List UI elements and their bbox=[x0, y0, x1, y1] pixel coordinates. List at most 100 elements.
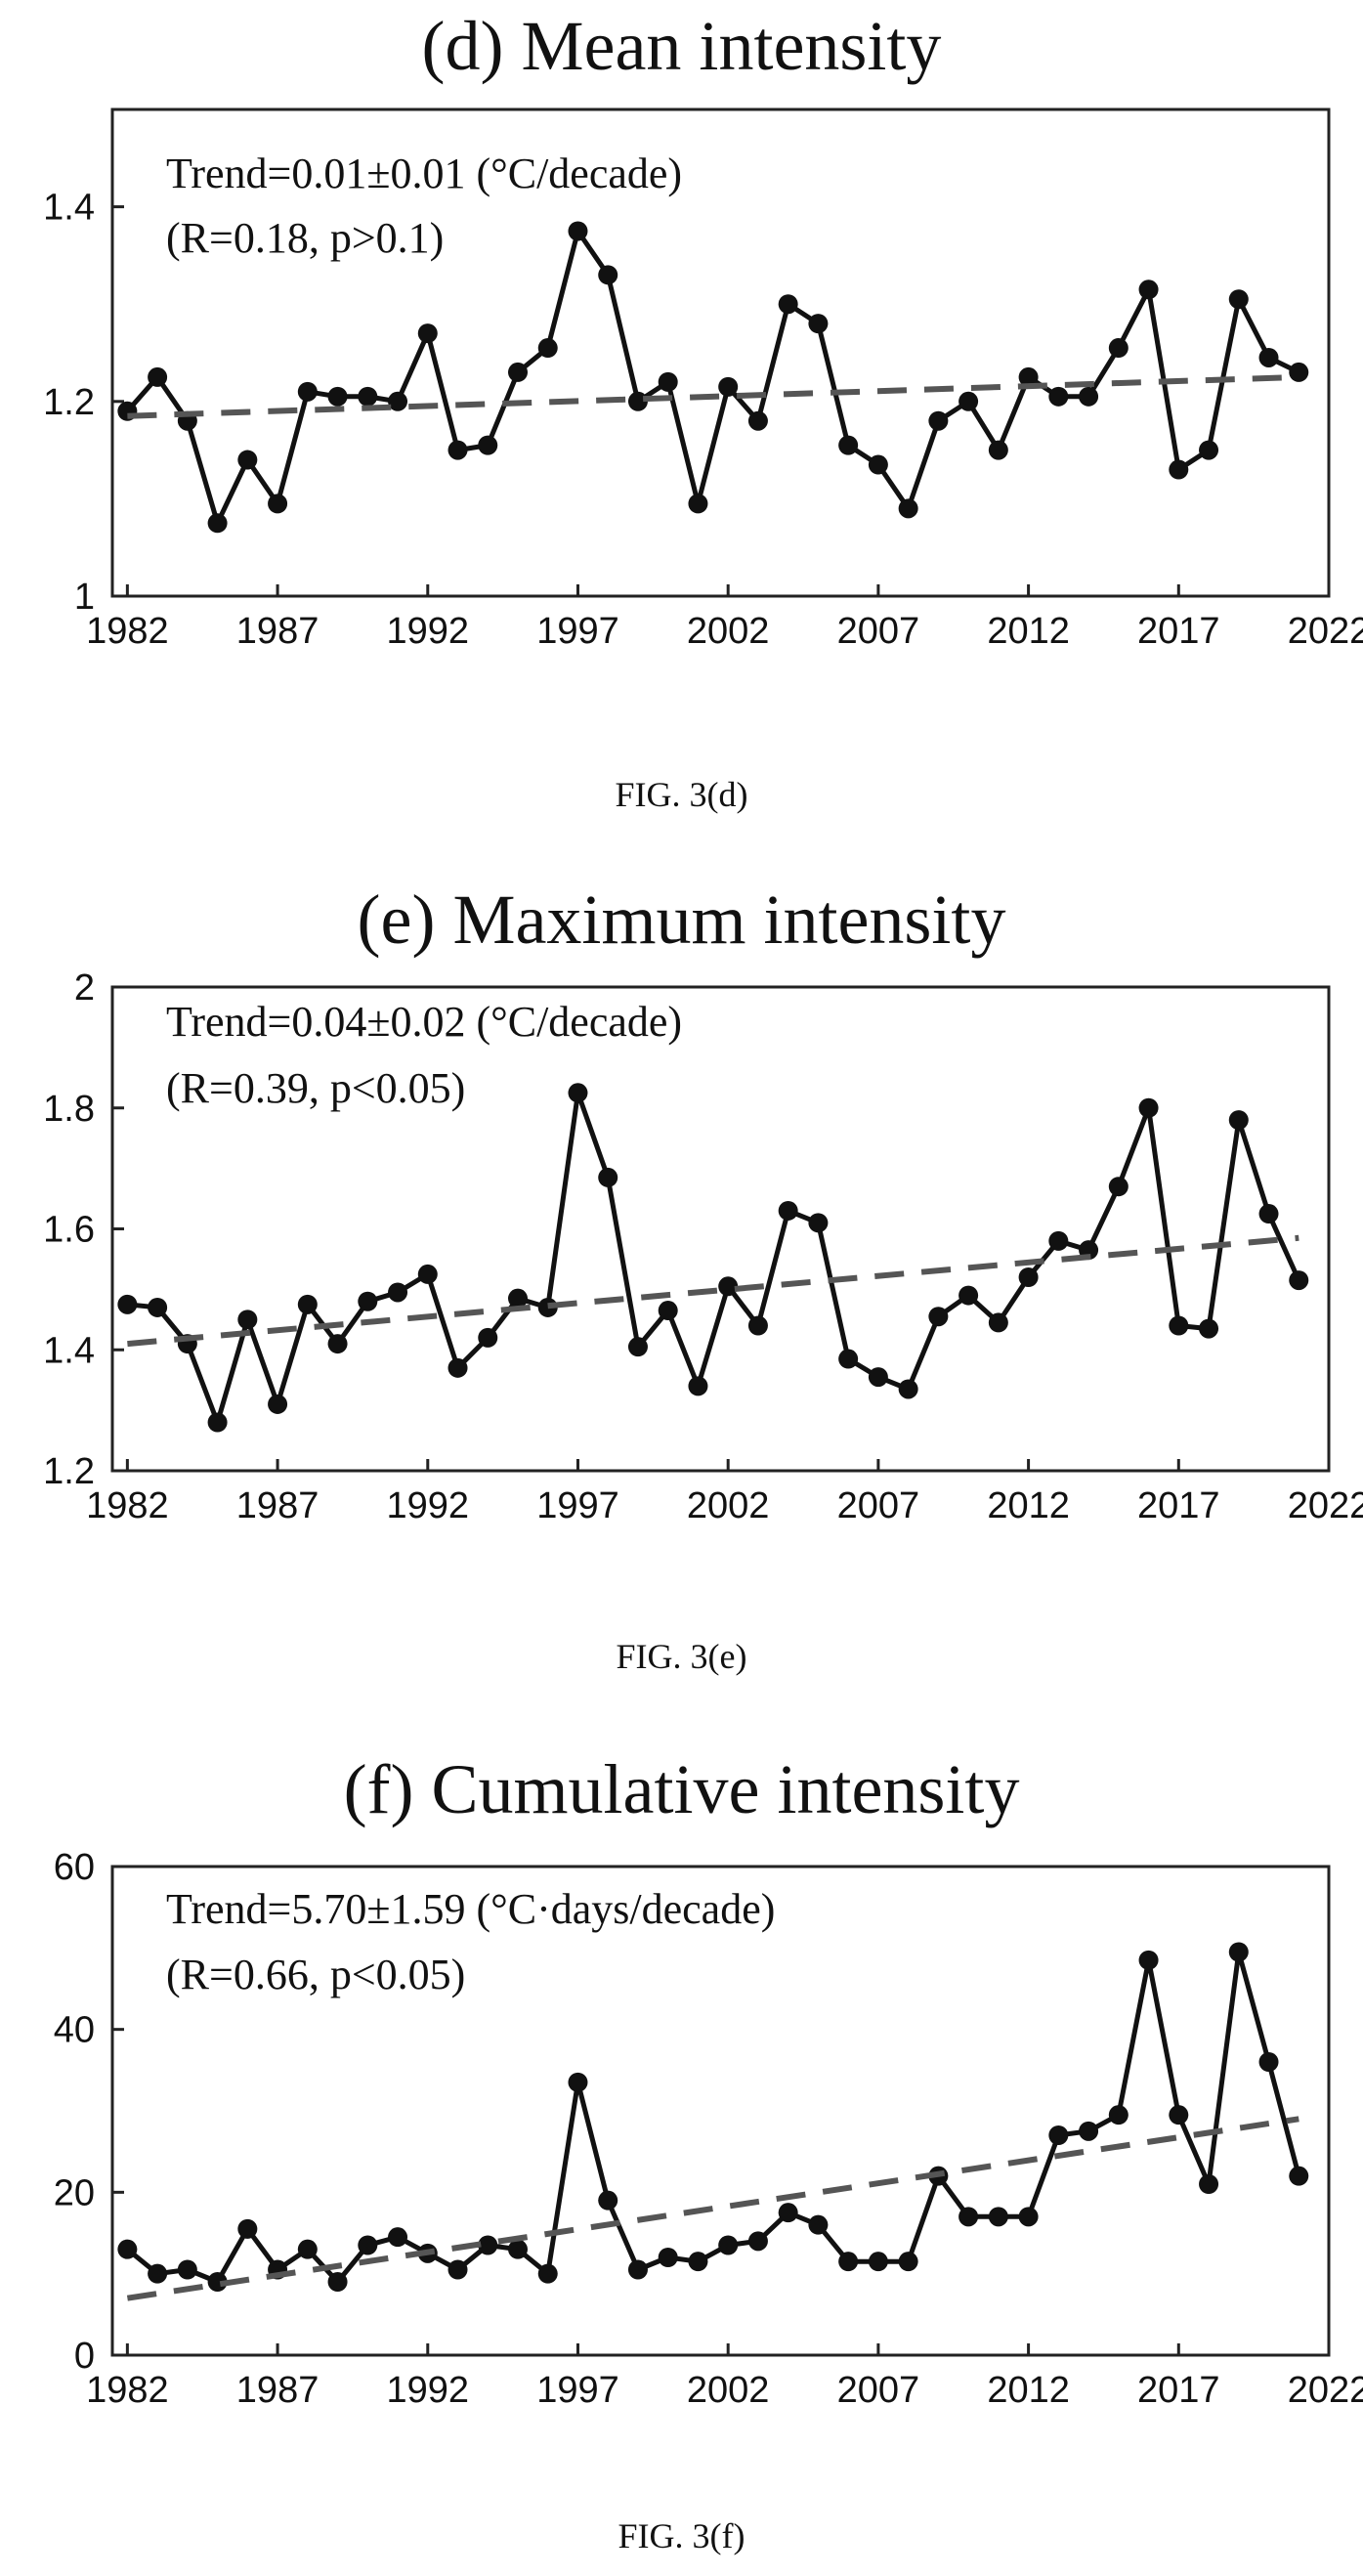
data-point bbox=[1289, 1270, 1309, 1291]
data-point bbox=[598, 1167, 618, 1187]
data-point bbox=[778, 2203, 798, 2223]
y-tick-label: 1 bbox=[74, 577, 95, 618]
x-tick-label: 1997 bbox=[536, 2370, 619, 2411]
data-point bbox=[1258, 347, 1279, 367]
data-point bbox=[417, 323, 438, 344]
data-point bbox=[808, 1213, 829, 1233]
data-point bbox=[327, 2272, 348, 2292]
data-point bbox=[237, 2218, 258, 2239]
data-point bbox=[898, 2252, 918, 2272]
figure-caption: FIG. 3(d) bbox=[615, 775, 748, 814]
series-line bbox=[125, 229, 1300, 526]
data-point bbox=[537, 2263, 558, 2284]
data-point bbox=[1289, 362, 1309, 382]
data-point bbox=[1138, 279, 1159, 300]
data-point bbox=[1258, 1204, 1279, 1224]
y-tick-label: 1.4 bbox=[43, 188, 95, 229]
chart-title: (f) Cumulative intensity bbox=[343, 1750, 1020, 1828]
data-point bbox=[1289, 2166, 1309, 2186]
data-point bbox=[658, 1301, 678, 1321]
data-point bbox=[1199, 1318, 1219, 1339]
x-tick-label: 1982 bbox=[86, 2370, 169, 2411]
data-point bbox=[1169, 1315, 1189, 1336]
data-point bbox=[868, 1367, 888, 1388]
data-point bbox=[1169, 459, 1189, 480]
data-point bbox=[718, 376, 739, 397]
data-point bbox=[838, 435, 859, 455]
data-point bbox=[1228, 1942, 1249, 1962]
data-point bbox=[207, 513, 228, 534]
line-chart: 1 1.2 1.4 1982 1987 1992 1997 2002 2007 2012 2017 2… bbox=[43, 107, 1363, 652]
x-tick-label: 2007 bbox=[837, 611, 920, 652]
data-point bbox=[417, 1264, 438, 1284]
y-tick-label: 0 bbox=[74, 2336, 95, 2377]
x-tick-label: 1997 bbox=[536, 611, 619, 652]
axes-frame bbox=[110, 1865, 1331, 2357]
data-point bbox=[358, 2235, 378, 2255]
trend-line bbox=[127, 373, 1299, 419]
data-point bbox=[988, 440, 1008, 460]
data-point bbox=[988, 2207, 1008, 2227]
y-tick-label: 40 bbox=[54, 2010, 95, 2051]
line-chart: 0 20 40 60 1982 1987 1992 1997 2002 2007 2012 2017 2… bbox=[54, 1847, 1363, 2411]
figure-caption: FIG. 3(f) bbox=[618, 2516, 745, 2555]
x-tick-label: 2012 bbox=[987, 2370, 1070, 2411]
data-point bbox=[928, 410, 949, 431]
data-point bbox=[627, 391, 648, 411]
data-point bbox=[297, 1294, 318, 1314]
data-point bbox=[808, 2214, 829, 2235]
data-point bbox=[327, 1334, 348, 1354]
figure-caption: FIG. 3(e) bbox=[616, 1637, 747, 1676]
trend-annotation: (R=0.39, p<0.05) bbox=[166, 1064, 465, 1112]
data-point bbox=[1199, 440, 1219, 460]
data-point bbox=[237, 1309, 258, 1330]
data-point bbox=[747, 1315, 768, 1336]
trend-line bbox=[127, 1234, 1299, 1348]
data-point bbox=[268, 494, 288, 514]
data-point bbox=[1079, 2121, 1099, 2141]
x-tick-label: 2007 bbox=[837, 2370, 920, 2411]
data-point bbox=[988, 1312, 1008, 1333]
data-point bbox=[958, 391, 979, 411]
y-tick-label: 1.6 bbox=[43, 1210, 95, 1251]
data-point bbox=[838, 1349, 859, 1369]
data-point bbox=[868, 2252, 888, 2272]
data-point bbox=[1108, 1177, 1129, 1197]
data-point bbox=[627, 1337, 648, 1357]
trend-line bbox=[126, 2116, 1299, 2301]
x-tick-label: 2017 bbox=[1137, 611, 1220, 652]
chart-title: (e) Maximum intensity bbox=[357, 880, 1006, 959]
data-point bbox=[1169, 2105, 1189, 2125]
data-point bbox=[747, 2231, 768, 2252]
y-tick-label: 2 bbox=[74, 967, 95, 1009]
data-point bbox=[388, 2227, 408, 2248]
trend-annotation: Trend=0.01±0.01 (°C/decade) bbox=[166, 150, 682, 197]
data-point bbox=[1048, 2125, 1069, 2145]
data-point bbox=[658, 371, 678, 392]
y-tick-label: 1.2 bbox=[43, 382, 95, 423]
x-tick-label: 2002 bbox=[687, 1485, 770, 1526]
line-chart: 1.2 1.4 1.6 1.8 2 1982 1987 1992 1997 2002 2007 201… bbox=[43, 967, 1363, 1526]
data-point bbox=[358, 386, 378, 407]
data-point bbox=[478, 1327, 498, 1348]
data-point bbox=[627, 2259, 648, 2280]
y-tick-label: 1.8 bbox=[43, 1089, 95, 1130]
data-point bbox=[388, 391, 408, 411]
data-point bbox=[898, 1379, 918, 1399]
data-point bbox=[688, 2252, 708, 2272]
x-tick-label: 2012 bbox=[987, 1485, 1070, 1526]
data-point bbox=[958, 1285, 979, 1306]
data-point bbox=[478, 435, 498, 455]
chart-title: (d) Mean intensity bbox=[421, 7, 942, 85]
x-tick-label: 1992 bbox=[387, 1485, 470, 1526]
trend-annotation: Trend=5.70±1.59 (°C·days/decade) bbox=[166, 1885, 775, 1933]
data-point bbox=[388, 1282, 408, 1303]
data-point bbox=[958, 2207, 979, 2227]
data-point bbox=[117, 1294, 138, 1314]
y-tick-label: 60 bbox=[54, 1847, 95, 1888]
data-point bbox=[898, 498, 918, 519]
data-point bbox=[1018, 1267, 1039, 1287]
data-point bbox=[598, 265, 618, 285]
data-point bbox=[237, 450, 258, 470]
data-point bbox=[478, 2235, 498, 2255]
